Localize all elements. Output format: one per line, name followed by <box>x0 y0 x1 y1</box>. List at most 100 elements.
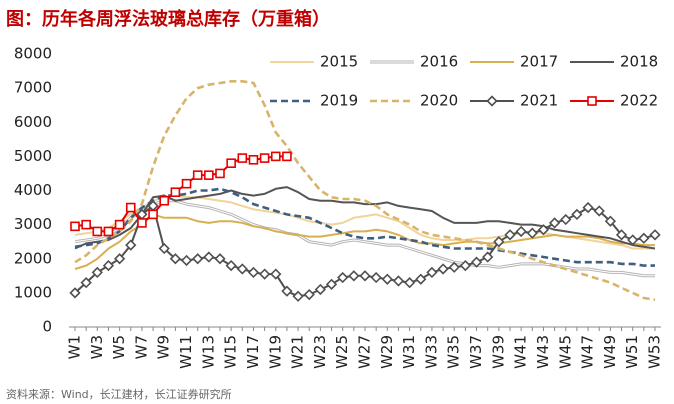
y-tick-label: 7000 <box>14 79 52 97</box>
x-tick-label: W17 <box>244 335 262 369</box>
x-tick-label: W1 <box>66 335 84 359</box>
marker <box>180 254 193 267</box>
marker <box>571 208 583 221</box>
y-tick-label: 2000 <box>14 249 52 267</box>
series-line <box>74 80 656 301</box>
x-tick-label: W45 <box>556 335 574 369</box>
marker <box>359 270 371 282</box>
marker <box>148 209 158 220</box>
x-tick-label: W11 <box>177 335 195 369</box>
marker <box>114 219 125 230</box>
x-tick-label: W51 <box>623 335 641 369</box>
marker <box>292 290 304 302</box>
marker <box>604 215 617 227</box>
marker <box>103 226 114 237</box>
marker <box>448 261 460 273</box>
x-tick-label: W29 <box>378 335 396 369</box>
series-line-inner <box>74 200 655 277</box>
marker <box>258 268 271 280</box>
y-tick-label: 5000 <box>14 147 52 165</box>
marker <box>504 229 516 241</box>
x-tick-label: W15 <box>222 335 240 369</box>
x-tick-label: W35 <box>445 335 463 369</box>
marker <box>113 253 126 265</box>
series-line <box>74 213 655 270</box>
marker <box>381 273 393 285</box>
legend-label: 2015 <box>320 53 358 71</box>
marker <box>270 268 282 280</box>
marker <box>81 219 91 230</box>
legend-marker <box>587 96 597 106</box>
marker <box>158 242 170 255</box>
marker <box>537 224 550 236</box>
marker <box>248 154 259 165</box>
x-tick-label: W33 <box>422 335 440 369</box>
marker <box>91 266 103 279</box>
x-tick-label: W27 <box>356 335 374 369</box>
marker <box>125 239 137 251</box>
marker <box>437 263 449 275</box>
x-tick-label: W37 <box>467 335 485 369</box>
source-note: 资料来源：Wind，长江建材，长江证券研究所 <box>6 387 232 401</box>
legend-label: 2021 <box>520 92 558 110</box>
marker <box>459 259 472 272</box>
marker <box>325 278 338 290</box>
marker <box>270 151 281 162</box>
x-tick-label: W19 <box>266 335 284 369</box>
marker <box>515 225 527 238</box>
marker <box>627 234 639 246</box>
marker <box>237 153 248 163</box>
x-tick-label: W13 <box>199 335 217 369</box>
marker <box>247 266 260 279</box>
marker <box>259 153 270 163</box>
x-tick-label: W47 <box>579 335 597 369</box>
marker <box>548 217 561 229</box>
marker <box>215 168 225 179</box>
x-tick-label: W49 <box>601 335 619 369</box>
marker <box>169 253 182 265</box>
marker <box>593 205 605 217</box>
marker <box>493 236 505 248</box>
marker <box>482 251 494 263</box>
marker <box>226 158 236 168</box>
marker <box>203 251 215 263</box>
legend-label: 2017 <box>520 53 558 71</box>
x-tick-label: W31 <box>400 335 418 369</box>
marker <box>337 271 349 284</box>
x-tick-label: W7 <box>132 335 150 359</box>
x-tick-label: W39 <box>489 335 507 369</box>
marker <box>214 253 226 265</box>
marker <box>70 221 80 232</box>
legend-label: 2018 <box>620 53 658 71</box>
marker <box>159 195 170 206</box>
x-tick-label: W41 <box>512 335 530 369</box>
marker <box>649 229 661 241</box>
marker <box>615 229 628 241</box>
marker <box>225 259 237 272</box>
marker <box>392 275 405 287</box>
marker <box>80 277 92 289</box>
marker <box>582 201 594 214</box>
series-line <box>74 186 656 250</box>
marker <box>192 170 203 180</box>
marker <box>638 232 650 244</box>
marker <box>370 271 382 284</box>
marker <box>470 256 483 268</box>
x-tick-label: W23 <box>311 335 329 369</box>
chart-title: 图：历年各周浮法玻璃总库存（万重箱） <box>6 8 330 30</box>
y-tick-label: 1000 <box>14 283 52 301</box>
legend-label: 2020 <box>420 92 458 110</box>
marker <box>102 259 115 272</box>
marker <box>69 287 81 299</box>
marker <box>192 253 204 265</box>
x-tick-label: W3 <box>88 335 106 359</box>
marker <box>426 266 438 279</box>
marker <box>348 270 360 282</box>
marker <box>92 226 103 237</box>
y-tick-label: 3000 <box>14 215 52 233</box>
x-tick-label: W5 <box>110 335 128 359</box>
x-tick-label: W43 <box>534 335 552 369</box>
x-tick-label: W25 <box>333 335 351 369</box>
marker <box>303 288 315 301</box>
